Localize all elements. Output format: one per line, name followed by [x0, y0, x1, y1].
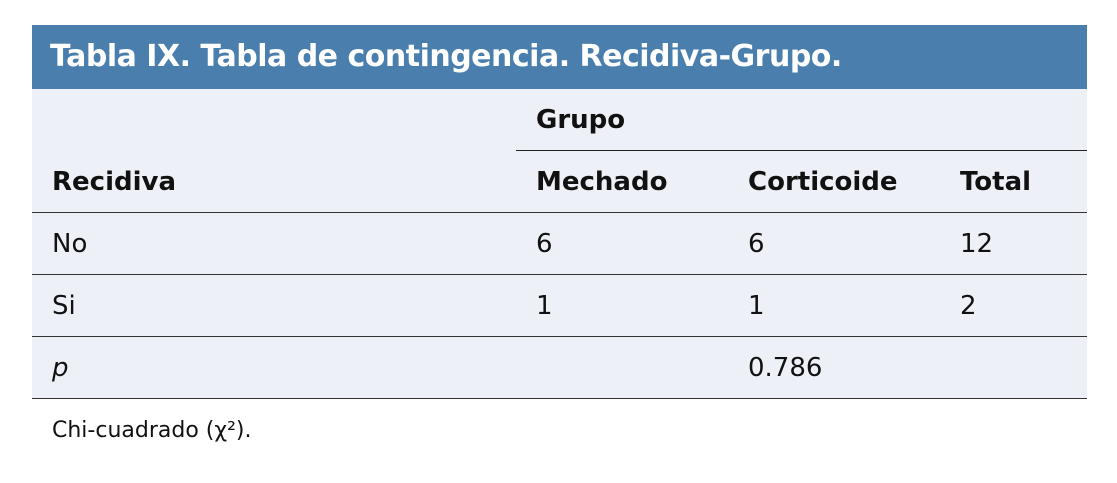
cell: 2 [940, 275, 1087, 337]
contingency-table: Grupo Recidiva Mechado Corticoide Total … [32, 89, 1087, 399]
group-header: Grupo [516, 89, 1087, 151]
cell: 1 [516, 275, 728, 337]
cell: 12 [940, 213, 1087, 275]
col-header: Mechado [516, 151, 728, 213]
cell: No [32, 213, 516, 275]
p-value: 0.786 [728, 337, 940, 399]
p-label: p [32, 337, 516, 399]
cell: Si [32, 275, 516, 337]
cell: 6 [516, 213, 728, 275]
cell: 6 [728, 213, 940, 275]
group-header-row: Grupo [32, 89, 1087, 151]
p-value-row: p 0.786 [32, 337, 1087, 399]
cell: 1 [728, 275, 940, 337]
col-header: Total [940, 151, 1087, 213]
col-header: Recidiva [32, 151, 516, 213]
footnote: Chi-cuadrado (χ²). [52, 418, 252, 443]
col-header: Corticoide [728, 151, 940, 213]
table-row: Si 1 1 2 [32, 275, 1087, 337]
table-title: Tabla IX. Tabla de contingencia. Recidiv… [32, 25, 1087, 89]
column-header-row: Recidiva Mechado Corticoide Total [32, 151, 1087, 213]
table-row: No 6 6 12 [32, 213, 1087, 275]
